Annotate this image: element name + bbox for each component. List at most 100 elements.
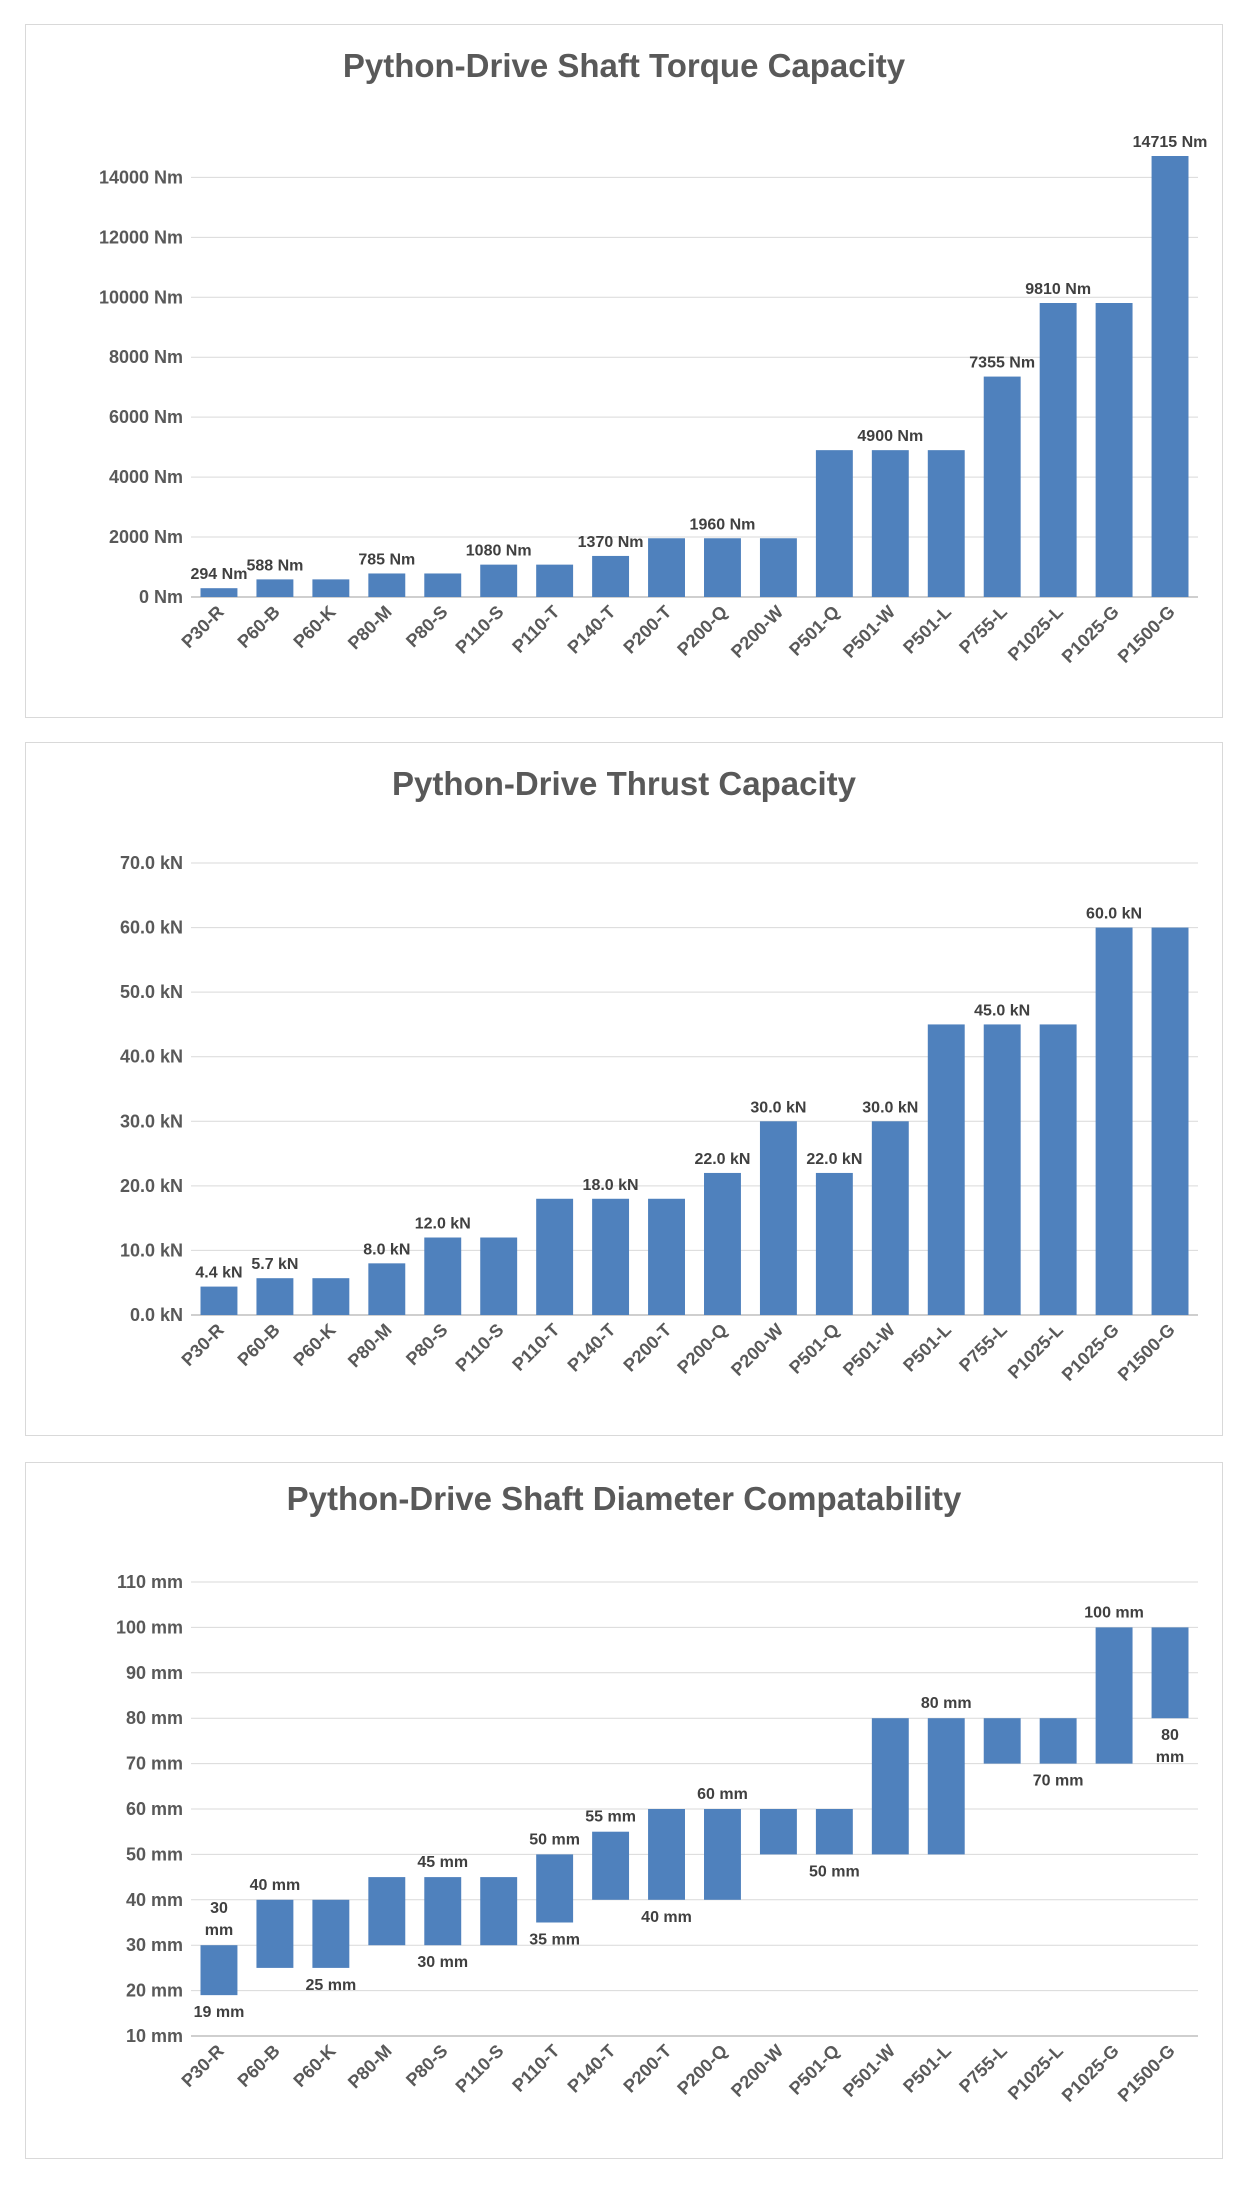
data-label: 4.4 kN <box>195 1265 242 1282</box>
thrust-chart: Python-Drive Thrust Capacity 0.0 kN 10.0 … <box>120 765 1198 1385</box>
x-tick-label: P80-M <box>344 2041 396 2093</box>
data-label: 80 <box>1161 1727 1179 1744</box>
y-tick-label: 10.0 kN <box>120 1240 183 1260</box>
bar-p200-q <box>704 1172 741 1315</box>
x-tick-label: P200-Q <box>673 2041 731 2099</box>
data-label: 294 Nm <box>191 566 248 583</box>
data-label: 19 mm <box>194 2004 245 2021</box>
x-tick-label: P755-L <box>955 1320 1011 1376</box>
y-tick-label: 40.0 kN <box>120 1047 183 1067</box>
bar-p755-l <box>983 376 1021 597</box>
x-tick-label: P200-W <box>727 1320 787 1380</box>
x-tick-label: P1500-G <box>1114 602 1179 667</box>
data-label: 588 Nm <box>246 557 303 574</box>
x-tick-label: P60-K <box>289 602 339 652</box>
bar-p1025-l <box>1039 1024 1077 1315</box>
x-tick-label: P200-Q <box>673 602 731 660</box>
data-label: 45 mm <box>417 1854 468 1871</box>
data-label: 785 Nm <box>358 551 415 568</box>
y-tick-label: 10 mm <box>126 2026 183 2046</box>
bar-p755-l <box>983 1718 1021 1764</box>
bar-p110-t <box>536 1854 574 1923</box>
x-tick-label: P501-L <box>899 1320 955 1376</box>
data-label: 40 mm <box>641 1909 692 1926</box>
x-tick-label: P501-Q <box>785 1320 843 1378</box>
x-tick-label: P110-S <box>452 1320 508 1376</box>
x-tick-label: P1500-G <box>1114 1320 1179 1385</box>
y-tick-label: 2000 Nm <box>109 527 183 547</box>
x-tick-label: P140-T <box>564 2041 620 2097</box>
bar-p1025-g <box>1095 1627 1133 1764</box>
bar-p80-s <box>424 1237 462 1315</box>
x-tick-label: P80-S <box>402 1320 452 1370</box>
bar-p110-t <box>536 564 574 597</box>
bar-p501-w <box>871 450 909 597</box>
bar-p60-k <box>312 579 350 597</box>
bar-p60-b <box>256 1899 294 1968</box>
data-label: 50 mm <box>809 1863 860 1880</box>
x-tick-label: P30-R <box>178 1320 228 1370</box>
y-tick-label: 60 mm <box>126 1799 183 1819</box>
y-tick-label: 10000 Nm <box>99 287 183 307</box>
bar-p200-w <box>759 1121 797 1315</box>
y-tick-label: 100 mm <box>116 1617 183 1637</box>
bar-p1500-g <box>1151 1627 1189 1719</box>
y-tick-label: 60.0 kN <box>120 918 183 938</box>
chart-title: Python-Drive Shaft Diameter Compatabilit… <box>287 1480 962 1517</box>
bar-p110-t <box>536 1198 574 1315</box>
bar-p1500-g <box>1151 927 1189 1315</box>
y-tick-label: 14000 Nm <box>99 167 183 187</box>
y-tick-label: 70.0 kN <box>120 853 183 873</box>
data-label: 100 mm <box>1084 1604 1144 1621</box>
bar-p60-k <box>312 1899 350 1968</box>
x-tick-label: P1025-G <box>1058 602 1123 667</box>
x-tick-label: P501-L <box>899 2041 955 2097</box>
x-tick-label: P110-T <box>508 2041 563 2096</box>
bar-p140-t <box>592 1831 630 1900</box>
x-tick-label: P501-W <box>839 2041 899 2101</box>
y-tick-label: 20.0 kN <box>120 1176 183 1196</box>
x-tick-label: P501-W <box>839 602 899 662</box>
data-label: 18.0 kN <box>583 1177 639 1194</box>
x-tick-label: P200-W <box>727 2041 787 2101</box>
x-tick-label: P200-Q <box>673 1320 731 1378</box>
bar-p200-t <box>648 538 685 597</box>
thrust-chart-panel: Python-Drive Thrust Capacity 0.0 kN 10.0 … <box>25 742 1223 1436</box>
data-label: 70 mm <box>1033 1773 1084 1790</box>
x-tick-label: P30-R <box>178 602 228 652</box>
bar-p1025-g <box>1095 927 1133 1315</box>
data-label: 1370 Nm <box>578 534 644 551</box>
x-tick-label: P501-Q <box>785 602 843 660</box>
bar-p501-l <box>927 1024 965 1315</box>
bar-p200-w <box>759 1809 797 1855</box>
bar-p501-w <box>871 1121 909 1315</box>
bar-p80-m <box>368 573 406 597</box>
x-tick-label: P200-W <box>727 602 787 662</box>
x-tick-label: P30-R <box>178 2041 228 2091</box>
bar-p80-m <box>368 1877 406 1946</box>
data-label: 5.7 kN <box>251 1256 298 1273</box>
bar-p501-w <box>871 1718 909 1855</box>
bar-p60-b <box>256 579 294 597</box>
bar-p60-k <box>312 1278 350 1315</box>
y-tick-label: 12000 Nm <box>99 227 183 247</box>
data-label: 35 mm <box>529 1932 580 1949</box>
bar-p110-s <box>480 1237 518 1315</box>
diameter-chart: Python-Drive Shaft Diameter Compatabilit… <box>116 1480 1198 2106</box>
data-label: 1080 Nm <box>466 543 532 560</box>
data-label: 40 mm <box>250 1877 301 1894</box>
y-tick-label: 30 mm <box>126 1935 183 1955</box>
y-tick-label: 90 mm <box>126 1663 183 1683</box>
y-tick-label: 4000 Nm <box>109 467 183 487</box>
data-label: 80 mm <box>921 1695 972 1712</box>
x-tick-label: P80-S <box>402 2041 452 2091</box>
bar-p200-q <box>704 538 741 597</box>
x-tick-label: P110-S <box>452 602 508 658</box>
bar-p501-l <box>927 1718 965 1855</box>
x-tick-label: P80-S <box>402 602 452 652</box>
x-tick-label: P140-T <box>564 1320 620 1376</box>
x-tick-label: P110-T <box>508 602 563 657</box>
y-tick-label: 40 mm <box>126 1890 183 1910</box>
bar-p200-t <box>648 1198 685 1315</box>
bar-p30-r <box>200 588 238 597</box>
